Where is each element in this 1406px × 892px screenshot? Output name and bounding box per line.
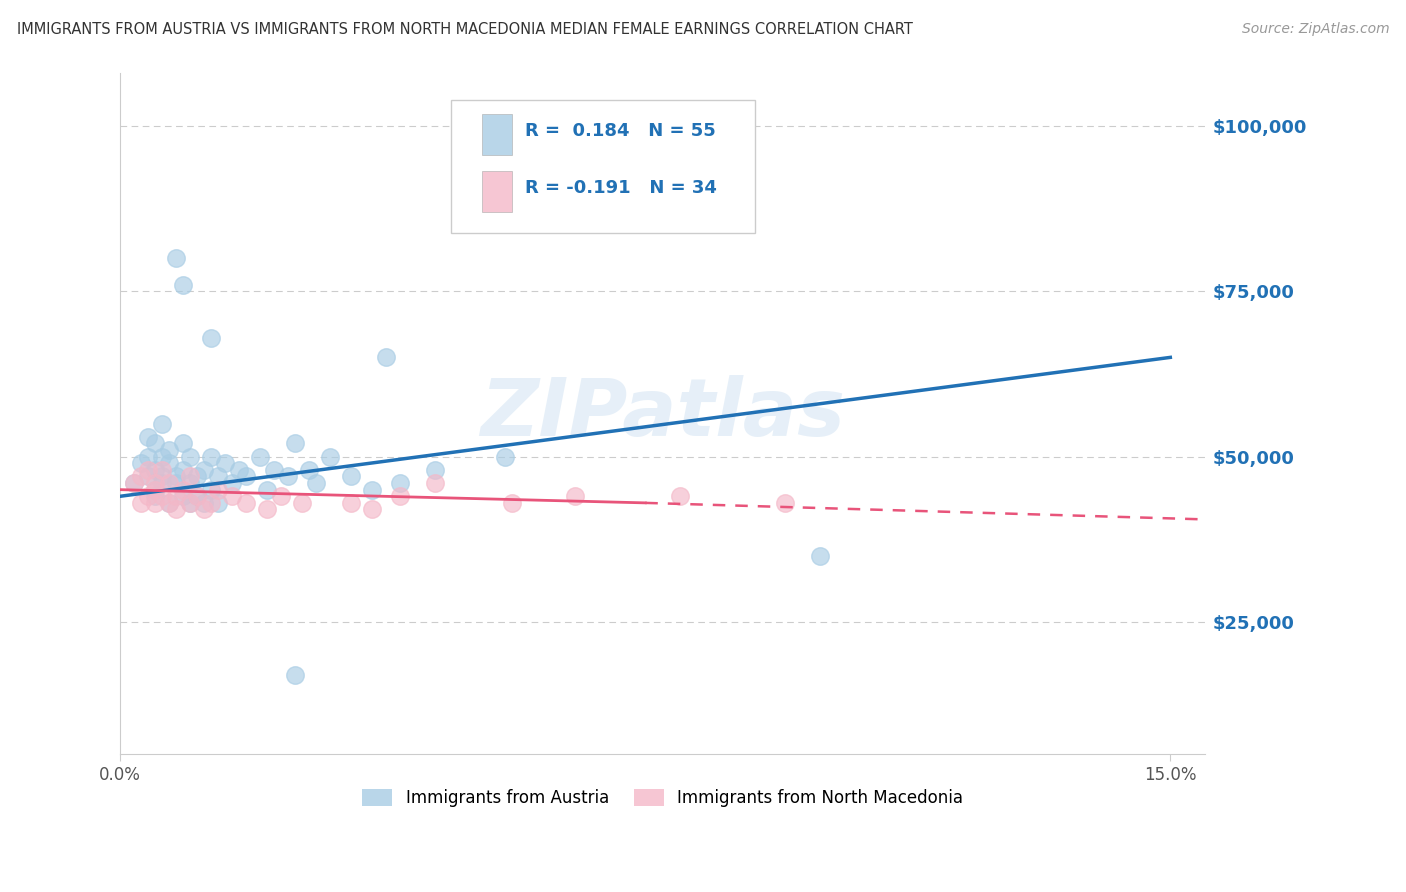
Point (186, 489, 208, 503)
Point (143, 496, 166, 510)
Point (200, 330, 222, 344)
Point (256, 483, 278, 497)
Point (150, 417, 173, 431)
Point (165, 502, 187, 516)
Point (235, 496, 257, 510)
Point (375, 351, 398, 365)
Point (389, 489, 412, 503)
Point (150, 469, 173, 483)
Point (172, 436, 194, 450)
Point (361, 483, 384, 497)
FancyBboxPatch shape (451, 100, 755, 233)
Point (179, 476, 201, 491)
Point (143, 489, 166, 503)
Point (298, 463, 321, 477)
Point (207, 483, 229, 497)
Point (179, 496, 201, 510)
Point (186, 489, 208, 503)
Point (179, 469, 201, 483)
Point (129, 469, 152, 483)
Point (186, 469, 208, 483)
Point (165, 476, 187, 491)
Point (193, 502, 215, 516)
Point (143, 436, 166, 450)
Point (221, 476, 243, 491)
Point (284, 668, 307, 682)
Point (150, 489, 173, 503)
Point (172, 489, 194, 503)
Point (157, 442, 180, 457)
Point (249, 450, 271, 464)
Point (157, 496, 180, 510)
Point (157, 456, 180, 470)
Point (129, 496, 152, 510)
Point (172, 463, 194, 477)
Point (124, 476, 146, 491)
Point (305, 476, 328, 491)
Point (425, 463, 447, 477)
Point (143, 483, 166, 497)
Point (157, 496, 180, 510)
Point (207, 496, 229, 510)
Point (143, 476, 166, 491)
Point (150, 450, 173, 464)
Point (129, 456, 152, 470)
Point (669, 489, 692, 503)
Point (340, 469, 363, 483)
Point (200, 450, 222, 464)
Point (207, 469, 229, 483)
Point (150, 476, 173, 491)
Point (284, 436, 307, 450)
Point (136, 469, 159, 483)
Point (143, 483, 166, 497)
Text: IMMIGRANTS FROM AUSTRIA VS IMMIGRANTS FROM NORTH MACEDONIA MEDIAN FEMALE EARNING: IMMIGRANTS FROM AUSTRIA VS IMMIGRANTS FR… (17, 22, 912, 37)
Point (200, 496, 222, 510)
Point (564, 489, 586, 503)
Point (200, 483, 222, 497)
Point (425, 476, 447, 491)
Point (494, 450, 516, 464)
Point (136, 430, 159, 444)
Point (165, 251, 187, 265)
Point (501, 496, 523, 510)
Point (775, 496, 797, 510)
Text: ZIPatlas: ZIPatlas (481, 375, 845, 452)
Point (389, 476, 412, 491)
Point (136, 450, 159, 464)
Text: R =  0.184   N = 55: R = 0.184 N = 55 (524, 121, 716, 140)
Point (172, 483, 194, 497)
Point (136, 463, 159, 477)
Point (157, 476, 180, 491)
FancyBboxPatch shape (482, 114, 512, 154)
Point (124, 476, 146, 491)
Point (179, 450, 201, 464)
Legend: Immigrants from Austria, Immigrants from North Macedonia: Immigrants from Austria, Immigrants from… (356, 782, 970, 814)
Point (193, 463, 215, 477)
Point (193, 496, 215, 510)
Point (808, 549, 831, 563)
Point (291, 496, 314, 510)
Point (179, 496, 201, 510)
Point (150, 463, 173, 477)
Point (165, 489, 187, 503)
Point (319, 450, 342, 464)
Point (214, 456, 236, 470)
Text: Source: ZipAtlas.com: Source: ZipAtlas.com (1241, 22, 1389, 37)
Point (340, 496, 363, 510)
Text: R = -0.191   N = 34: R = -0.191 N = 34 (524, 179, 717, 197)
Point (263, 463, 285, 477)
Point (270, 489, 292, 503)
Point (361, 502, 384, 516)
Point (143, 463, 166, 477)
Point (221, 489, 243, 503)
FancyBboxPatch shape (482, 171, 512, 212)
Point (165, 469, 187, 483)
Point (256, 502, 278, 516)
Point (228, 463, 250, 477)
Point (235, 469, 257, 483)
Point (172, 277, 194, 292)
Point (277, 469, 299, 483)
Point (136, 489, 159, 503)
